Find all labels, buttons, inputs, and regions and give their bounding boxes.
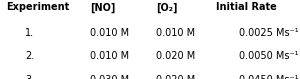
Text: 0.0025 Ms⁻¹: 0.0025 Ms⁻¹	[239, 28, 298, 38]
Text: 2.: 2.	[25, 51, 34, 61]
Text: 0.0050 Ms⁻¹: 0.0050 Ms⁻¹	[239, 51, 298, 61]
Text: 1.: 1.	[26, 28, 34, 38]
Text: 3.: 3.	[26, 75, 34, 79]
Text: [O₂]: [O₂]	[156, 2, 178, 13]
Text: 0.020 M: 0.020 M	[156, 51, 195, 61]
Text: 0.010 M: 0.010 M	[156, 28, 195, 38]
Text: [NO]: [NO]	[90, 2, 116, 13]
Text: 0.020 M: 0.020 M	[156, 75, 195, 79]
Text: 0.010 M: 0.010 M	[90, 51, 129, 61]
Text: Initial Rate: Initial Rate	[216, 2, 277, 12]
Text: 0.0450 Ms⁻¹: 0.0450 Ms⁻¹	[239, 75, 298, 79]
Text: Experiment: Experiment	[6, 2, 69, 12]
Text: 0.030 M: 0.030 M	[90, 75, 129, 79]
Text: 0.010 M: 0.010 M	[90, 28, 129, 38]
